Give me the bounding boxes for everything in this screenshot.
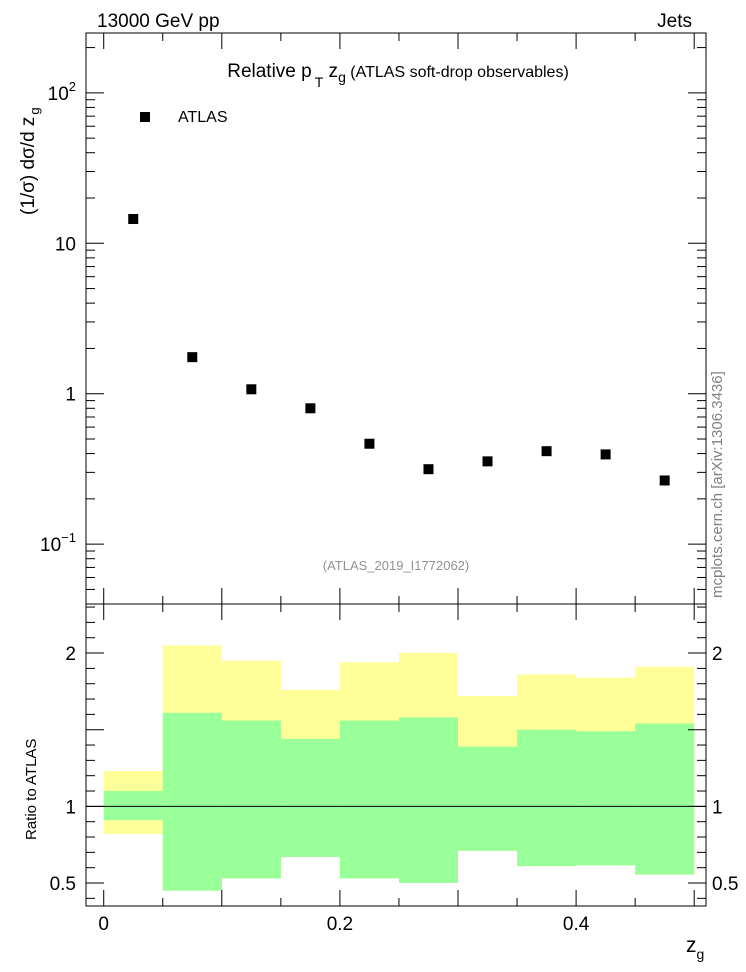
green-band-bin — [635, 723, 695, 875]
lower-y-tick-label-left: 2 — [65, 644, 76, 665]
data-point — [541, 446, 552, 457]
lower-y-tick-label-right: 2 — [712, 644, 723, 665]
green-band-bin — [576, 731, 636, 866]
upper-y-label: (1/σ) dσ/d zg — [18, 107, 42, 215]
upper-y-tick-label: 1 — [65, 385, 76, 406]
green-band-bin — [398, 717, 458, 884]
legend-label: ATLAS — [178, 109, 228, 126]
green-band-bin — [221, 720, 281, 879]
header-right: Jets — [657, 11, 692, 32]
analysis-id: (ATLAS_2019_I1772062) — [323, 558, 469, 573]
upper-y-tick-label: 10−1 — [40, 530, 76, 556]
x-tick-label: 0.2 — [327, 914, 353, 935]
lower-y-tick-label-right: 1 — [712, 797, 723, 818]
x-tick-label: 0 — [98, 914, 109, 935]
upper-y-tick-label: 102 — [48, 79, 76, 105]
green-band-bin — [339, 720, 399, 879]
upper-panel-axes: 10−1 1 10 102 — [40, 33, 706, 605]
header-left: 13000 GeV pp — [97, 11, 220, 32]
data-point — [364, 438, 375, 449]
green-band-bin — [458, 746, 518, 851]
data-point — [423, 464, 434, 475]
lower-y-tick-label-left: 0.5 — [50, 874, 76, 895]
x-axis-label: zg — [686, 934, 704, 962]
green-band-bin — [103, 791, 163, 821]
upper-panel-marks — [128, 214, 670, 486]
green-band-bin — [162, 712, 222, 891]
lower-y-label: Ratio to ATLAS — [23, 739, 40, 840]
data-point — [246, 384, 257, 395]
green-band-bin — [517, 729, 577, 867]
lower-panel-marks — [86, 645, 706, 891]
x-tick-label: 0.4 — [563, 914, 590, 935]
upper-y-tick-label: 10 — [55, 234, 76, 255]
green-band-bin — [280, 738, 340, 857]
data-point — [187, 352, 198, 363]
data-point — [482, 456, 493, 467]
data-point — [600, 449, 611, 460]
lower-panel-frame — [85, 603, 707, 907]
data-point — [305, 403, 316, 414]
lower-panel-axes: 0.5 0.5 1 1 2 2 0 0.2 0.4 — [50, 604, 738, 935]
lower-y-tick-label-right: 0.5 — [712, 874, 738, 895]
lower-y-tick-label-left: 1 — [65, 797, 76, 818]
source-watermark: mcplots.cern.ch [arXiv:1306.3436] — [709, 371, 726, 598]
data-point — [128, 214, 139, 225]
legend-marker — [140, 112, 150, 122]
data-point — [659, 475, 670, 486]
